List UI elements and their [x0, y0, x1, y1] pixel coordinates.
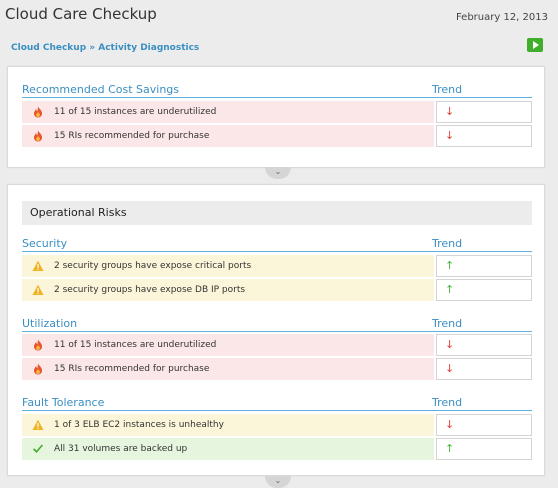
operational-risks-panel: Operational Risks Security Trend 2 secur…	[7, 184, 545, 476]
row-message: All 31 volumes are backed up	[22, 438, 434, 460]
collapse-operational-risks-button[interactable]: ⌄	[265, 476, 291, 488]
trend-down-arrow: ↓	[436, 101, 532, 123]
operational-risks-title: Operational Risks	[22, 201, 532, 225]
warning-icon	[32, 260, 44, 272]
trend-up-arrow: ↑	[436, 279, 532, 301]
check-icon	[32, 443, 44, 455]
warning-icon	[32, 419, 44, 431]
row-message: 11 of 15 instances are underutilized	[22, 334, 434, 356]
trend-column-header: Trend	[432, 83, 463, 96]
date-label: February 12, 2013	[455, 12, 548, 23]
row-message: 2 security groups have expose critical p…	[22, 255, 434, 277]
security-title: Security	[22, 237, 68, 250]
fire-icon	[32, 106, 44, 118]
trend-down-arrow: ↓	[436, 334, 532, 356]
list-item: 2 security groups have expose DB IP port…	[22, 279, 532, 301]
utilization-title: Utilization	[22, 317, 78, 330]
trend-down-arrow: ↓	[436, 125, 532, 147]
row-message: 1 of 3 ELB EC2 instances is unhealthy	[22, 414, 434, 436]
list-item: 15 RIs recommended for purchase ↓	[22, 358, 532, 380]
security-header: Security Trend	[22, 237, 532, 252]
breadcrumb-cloud-checkup-link[interactable]: Cloud Checkup	[11, 43, 87, 53]
list-item: 11 of 15 instances are underutilized ↓	[22, 334, 532, 356]
breadcrumb: Cloud Checkup » Activity Diagnostics	[11, 43, 199, 53]
cost-savings-panel: Recommended Cost Savings Trend 11 of 15 …	[7, 66, 545, 168]
fire-icon	[32, 130, 44, 142]
row-message: 11 of 15 instances are underutilized	[22, 101, 434, 123]
list-item: 11 of 15 instances are underutilized ↓	[22, 101, 532, 123]
video-play-icon[interactable]	[527, 38, 543, 52]
row-message: 15 RIs recommended for purchase	[22, 125, 434, 147]
trend-column-header: Trend	[432, 237, 463, 250]
breadcrumb-separator: »	[86, 43, 99, 53]
list-item: 1 of 3 ELB EC2 instances is unhealthy ↓	[22, 414, 532, 436]
app-title: Cloud Care Checkup	[5, 5, 157, 23]
list-item: All 31 volumes are backed up ↑	[22, 438, 532, 460]
fire-icon	[32, 339, 44, 351]
page-header: Cloud Care Checkup February 12, 2013 Clo…	[0, 0, 558, 60]
trend-up-arrow: ↑	[436, 438, 532, 460]
fault-tolerance-title: Fault Tolerance	[22, 396, 105, 409]
list-item: 15 RIs recommended for purchase ↓	[22, 125, 532, 147]
trend-down-arrow: ↓	[436, 414, 532, 436]
list-item: 2 security groups have expose critical p…	[22, 255, 532, 277]
cost-savings-title: Recommended Cost Savings	[22, 83, 180, 96]
collapse-cost-savings-button[interactable]: ⌄	[265, 167, 291, 179]
warning-icon	[32, 284, 44, 296]
trend-up-arrow: ↑	[436, 255, 532, 277]
trend-column-header: Trend	[432, 396, 463, 409]
trend-down-arrow: ↓	[436, 358, 532, 380]
breadcrumb-activity-diagnostics-link[interactable]: Activity Diagnostics	[98, 43, 200, 53]
fault-tolerance-header: Fault Tolerance Trend	[22, 396, 532, 411]
cost-savings-header: Recommended Cost Savings Trend	[22, 83, 532, 98]
row-message: 2 security groups have expose DB IP port…	[22, 279, 434, 301]
utilization-header: Utilization Trend	[22, 317, 532, 332]
fire-icon	[32, 363, 44, 375]
row-message: 15 RIs recommended for purchase	[22, 358, 434, 380]
trend-column-header: Trend	[432, 317, 463, 330]
